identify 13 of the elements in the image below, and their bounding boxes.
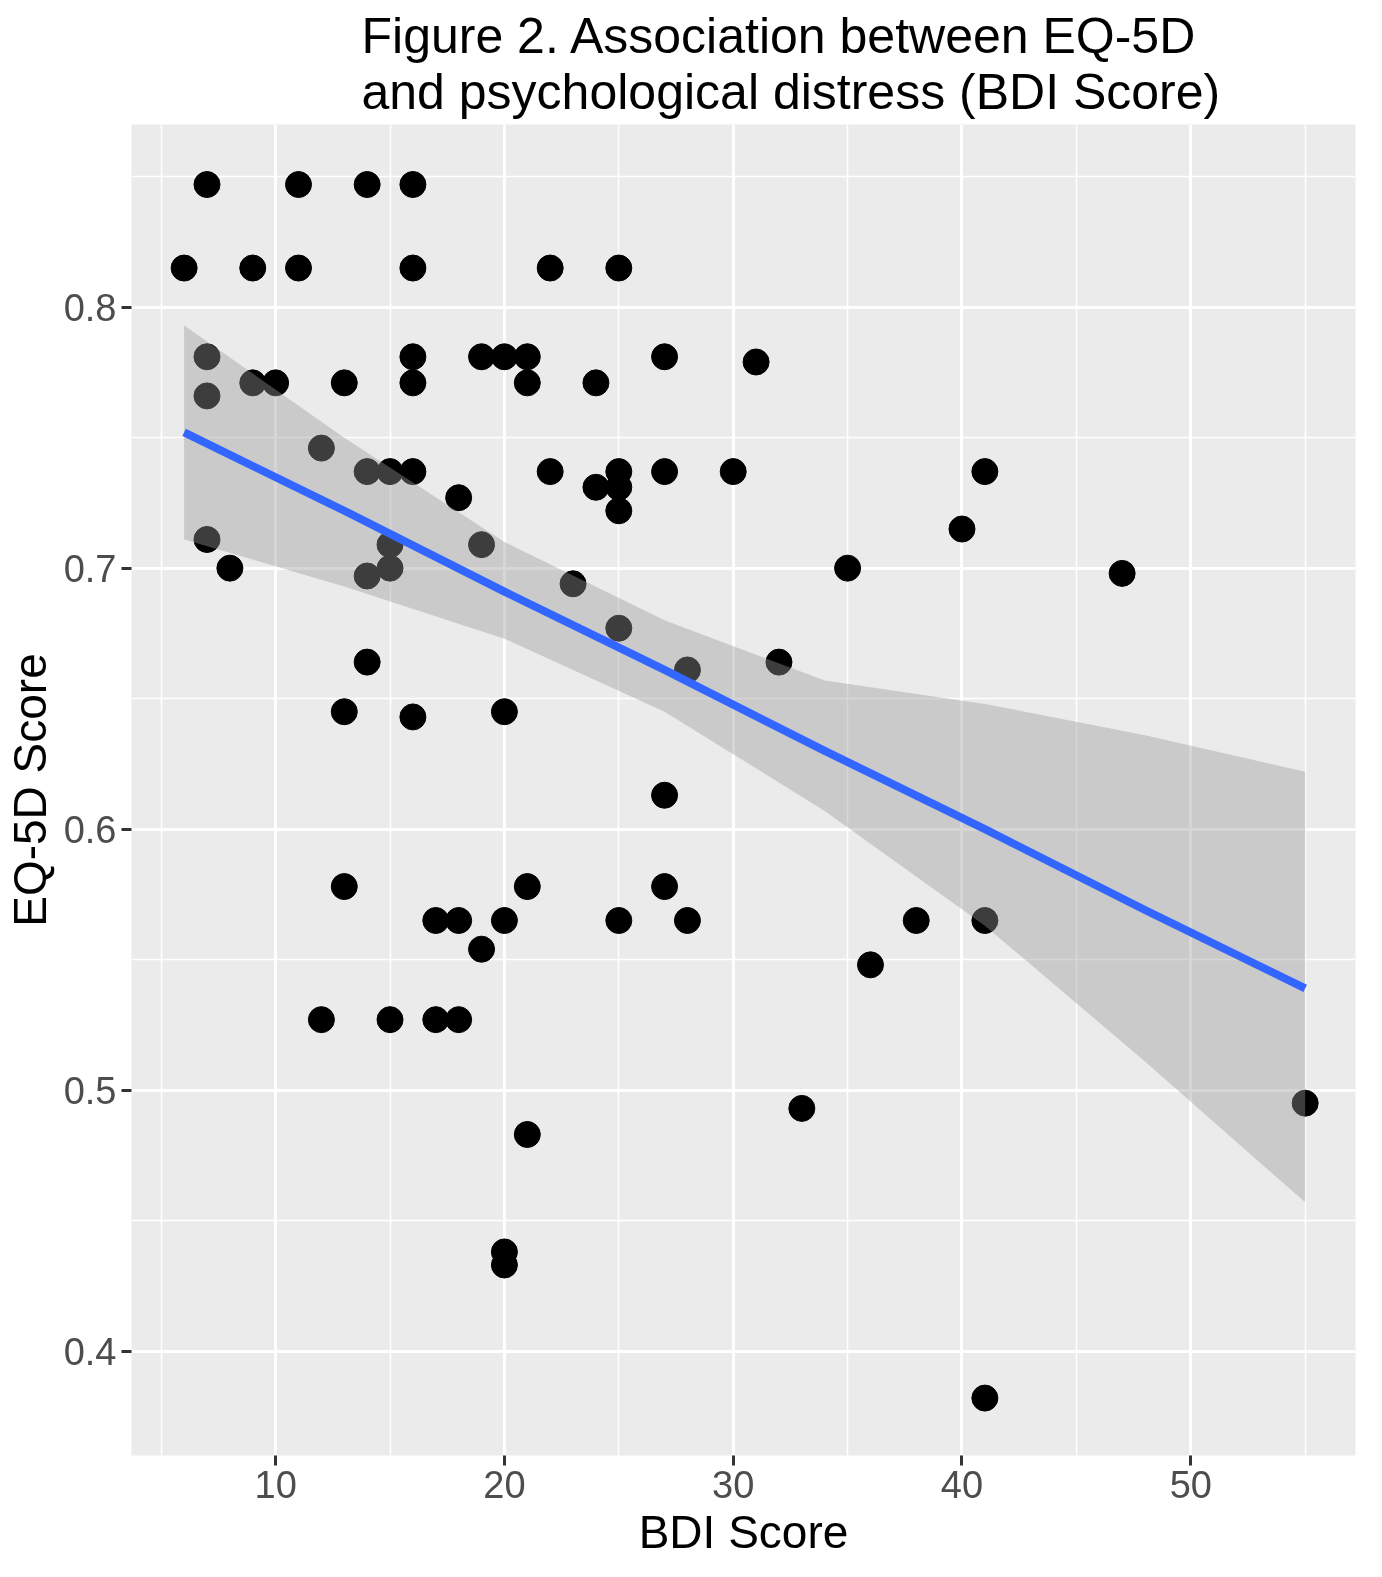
chart-title: Figure 2. Association between EQ-5D and psychological distress (BDI Score)	[361, 7, 1221, 120]
y-axis-title: EQ-5D Score	[3, 653, 56, 927]
x-tick-label: 20	[483, 1463, 526, 1506]
y-tick-label: 0.4	[63, 1330, 117, 1373]
y-tick-label: 0.6	[63, 808, 117, 851]
x-tick-label: 40	[940, 1463, 984, 1506]
x-tick-label: 10	[254, 1463, 297, 1506]
y-tick-label: 0.7	[63, 547, 117, 590]
y-tick-label: 0.8	[63, 286, 117, 329]
y-tick-label: 0.5	[63, 1069, 117, 1112]
x-tick-label: 50	[1169, 1463, 1212, 1506]
x-axis-title: BDI Score	[638, 1505, 849, 1558]
x-tick-label: 30	[712, 1463, 755, 1506]
